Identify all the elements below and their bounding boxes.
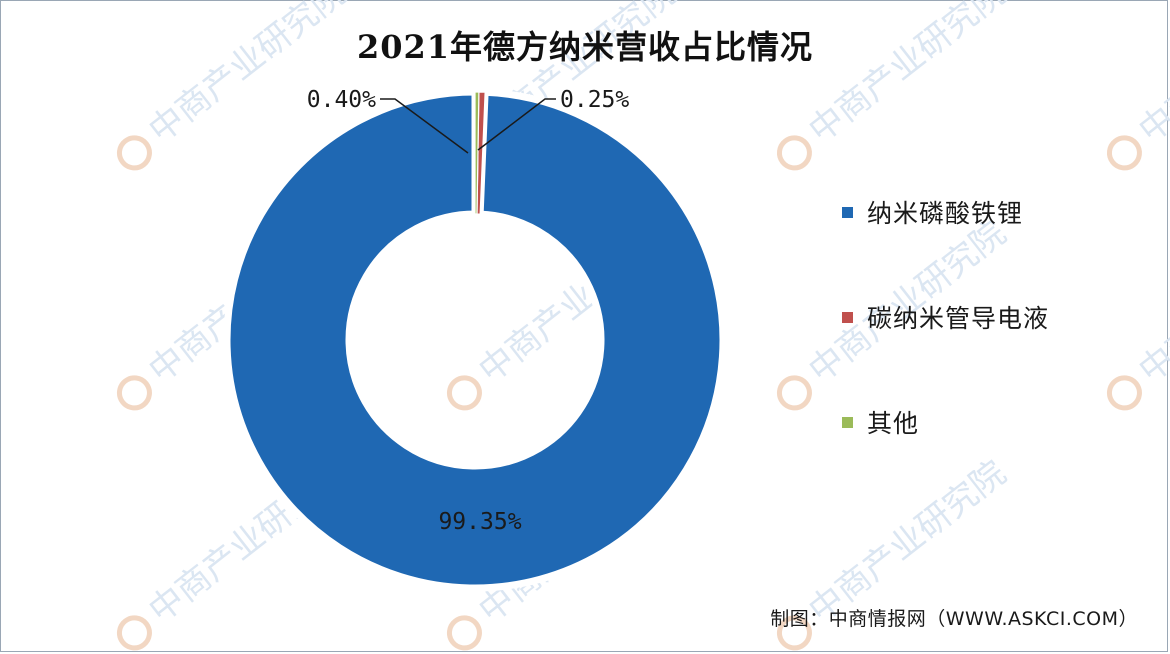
legend-swatch-cnt bbox=[842, 311, 853, 323]
data-label-lfp: 99.35% bbox=[438, 509, 521, 535]
leader-line-other bbox=[477, 98, 556, 151]
donut-slice-0 bbox=[223, 88, 727, 592]
legend-item-other: 其他 bbox=[842, 402, 919, 442]
legend-swatch-lfp bbox=[842, 206, 853, 218]
chart-title: 2021年德方纳米营收占比情况 bbox=[356, 28, 814, 66]
legend-label-lfp: 纳米磷酸铁锂 bbox=[867, 199, 1024, 228]
legend-swatch-other bbox=[842, 416, 853, 428]
legend-item-lfp: 纳米磷酸铁锂 bbox=[842, 192, 1023, 232]
legend-label-other: 其他 bbox=[867, 409, 920, 438]
data-label-cnt: 0.40% bbox=[307, 87, 376, 113]
donut-slice-2 bbox=[474, 91, 480, 215]
data-label-other: 0.25% bbox=[560, 87, 629, 113]
legend-label-cnt: 碳纳米管导电液 bbox=[867, 304, 1050, 333]
leader-line-cnt bbox=[380, 98, 469, 154]
source-note: 制图：中商情报网（WWW.ASKCI.COM） bbox=[770, 608, 1138, 630]
legend-item-cnt: 碳纳米管导电液 bbox=[842, 297, 1049, 337]
